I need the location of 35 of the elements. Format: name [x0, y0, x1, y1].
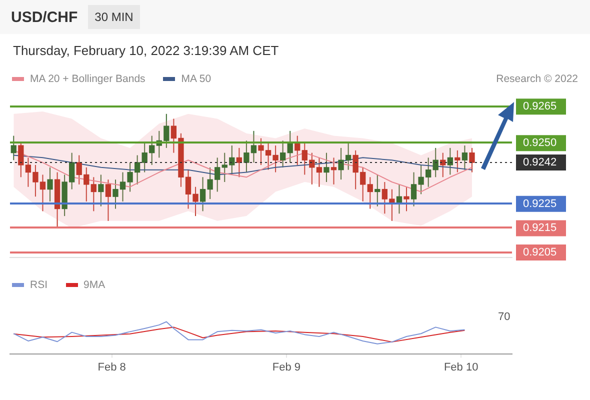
y-tick-label: 0.9265 [523, 100, 557, 113]
y-tick-label: 0.9242 [523, 156, 557, 169]
x-tick-label: Feb 9 [272, 361, 301, 374]
text: Research © 2022 [496, 73, 578, 85]
y-tick-label: 0.9250 [523, 137, 557, 150]
candlestick [447, 147, 453, 176]
candlestick [404, 186, 410, 212]
legend-label: RSI [29, 279, 48, 291]
x-tick-label: Feb 10 [444, 361, 478, 374]
y-tick-label: 0.9225 [523, 198, 557, 210]
candlestick [280, 140, 286, 168]
x-tick-label: Feb 8 [98, 361, 126, 374]
candlestick [330, 157, 337, 185]
chart-subtitle: 30 MIN [88, 5, 140, 29]
candlestick [367, 176, 373, 210]
candlestick [98, 174, 104, 207]
legend-label: MA 20 + Bollinger Bands [29, 73, 146, 85]
candlestick [324, 152, 330, 182]
y-tick-label: 0.9215 [523, 222, 557, 234]
candlestick [469, 147, 475, 173]
candlestick [18, 142, 24, 178]
candlestick [47, 166, 53, 202]
legend-label: MA 50 [180, 73, 212, 85]
candlestick [462, 145, 468, 170]
text: Thursday, February 10, 2022 3:19:39 AM CET [12, 42, 280, 60]
y-tick-label: 0.9205 [523, 246, 557, 259]
candlestick [105, 179, 112, 222]
candlestick [432, 147, 438, 178]
candlestick [90, 176, 96, 212]
legend-label: 9MA [82, 279, 106, 291]
annotation: 70 [498, 311, 510, 324]
candlestick [454, 150, 460, 173]
candlestick [10, 135, 16, 161]
chart-title: USD/CHF [11, 8, 78, 26]
candlestick [374, 174, 380, 207]
